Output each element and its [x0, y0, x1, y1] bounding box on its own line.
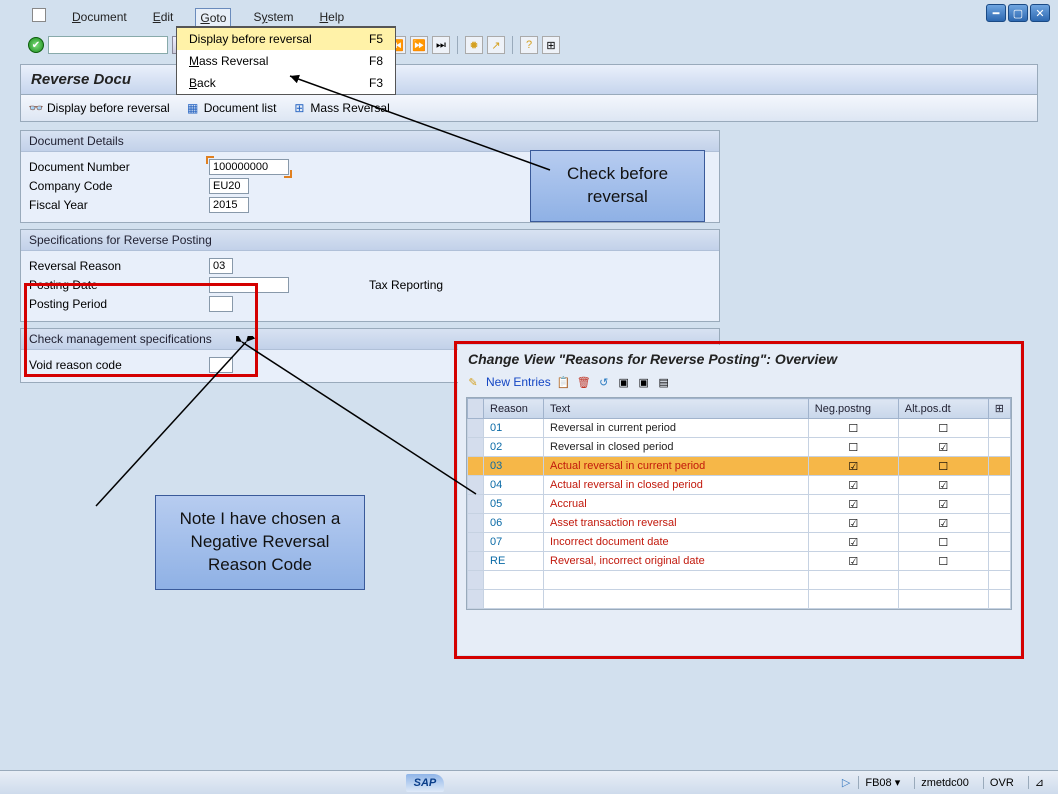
dropdown-mass-reversal[interactable]: Mass ReversalF8 — [177, 50, 395, 72]
table-row[interactable]: 02Reversal in closed period☐☑ — [468, 438, 1011, 457]
window-controls: ━ ▢ ✕ — [986, 4, 1050, 22]
maximize-button[interactable]: ▢ — [1008, 4, 1028, 22]
glasses-icon: 👓 — [29, 101, 43, 115]
status-tcode: FB08 — [865, 777, 891, 789]
table-row — [468, 590, 1011, 609]
page-title: Reverse Docu — [20, 64, 1038, 95]
input-company-code[interactable] — [209, 178, 249, 194]
callout-note: Note I have chosen a Negative Reversal R… — [155, 495, 365, 590]
input-reversal-reason[interactable] — [209, 258, 233, 274]
pencil-icon[interactable]: ✎ — [466, 375, 480, 389]
section-header-doc: Document Details — [21, 131, 719, 152]
label-tax-reporting: Tax Reporting — [369, 278, 443, 292]
label-company-code: Company Code — [29, 179, 199, 193]
status-nav-icon[interactable]: ▷ — [842, 776, 850, 789]
list-icon: ▦ — [186, 101, 200, 115]
label-doc-number: Document Number — [29, 160, 199, 174]
col-select — [468, 399, 484, 419]
close-button[interactable]: ✕ — [1030, 4, 1050, 22]
new-entries-link[interactable]: New Entries — [486, 375, 551, 389]
col-config[interactable]: ⊞ — [988, 399, 1010, 419]
layout-icon[interactable]: ⊞ — [542, 36, 560, 54]
dropdown-display-before[interactable]: Display before reversalF5 — [177, 28, 395, 50]
ok-icon[interactable]: ✔ — [28, 37, 44, 53]
status-system: zmetdc00 — [914, 777, 975, 789]
label-void-reason: Void reason code — [29, 358, 199, 372]
app-icon — [32, 8, 46, 22]
minimize-button[interactable]: ━ — [986, 4, 1006, 22]
table-row[interactable]: 05Accrual☑☑ — [468, 495, 1011, 514]
table-row[interactable]: 04Actual reversal in closed period☑☑ — [468, 476, 1011, 495]
callout-check-before: Check before reversal — [530, 150, 705, 222]
mass-icon: ⊞ — [292, 101, 306, 115]
panel-title: Change View "Reasons for Reverse Posting… — [458, 345, 1020, 371]
input-void-reason[interactable] — [209, 357, 233, 373]
label-fiscal-year: Fiscal Year — [29, 198, 199, 212]
next-icon[interactable]: ⏩ — [410, 36, 428, 54]
toolbar: ✔ ▾ 💾 ◀ ◯ ✖ 🖨 🔍 ⏮ ⏪ ⏩ ⏭ ✹ ↗ ? ⊞ — [0, 32, 1058, 58]
menu-edit[interactable]: Edit — [149, 8, 178, 28]
last-icon[interactable]: ⏭ — [432, 36, 450, 54]
delete-icon[interactable]: 🗑 — [577, 375, 591, 389]
menu-system[interactable]: System — [249, 8, 297, 28]
col-alt: Alt.pos.dt — [898, 399, 988, 419]
menu-goto[interactable]: Goto — [195, 8, 231, 28]
shortcut-icon[interactable]: ↗ — [487, 36, 505, 54]
select-icon[interactable]: ▣ — [617, 375, 631, 389]
input-posting-period[interactable] — [209, 296, 233, 312]
new-session-icon[interactable]: ✹ — [465, 36, 483, 54]
menu-document[interactable]: Document — [68, 8, 131, 28]
input-doc-number[interactable] — [209, 159, 289, 175]
status-end-icon: ⊿ — [1028, 776, 1050, 789]
action-document-list[interactable]: ▦ Document list — [186, 101, 277, 115]
select-all-icon[interactable]: ▣ — [637, 375, 651, 389]
input-posting-date[interactable] — [209, 277, 289, 293]
undo-icon[interactable]: ↺ — [597, 375, 611, 389]
label-posting-period: Posting Period — [29, 297, 199, 311]
goto-dropdown: Display before reversalF5 Mass ReversalF… — [176, 26, 396, 95]
help-icon[interactable]: ? — [520, 36, 538, 54]
label-posting-date: Posting Date — [29, 278, 199, 292]
table-row[interactable]: 06Asset transaction reversal☑☑ — [468, 514, 1011, 533]
sap-logo: SAP — [406, 774, 445, 792]
table-row[interactable]: 01Reversal in current period☐☐ — [468, 419, 1011, 438]
status-mode: OVR — [983, 777, 1020, 789]
action-display-before[interactable]: 👓 Display before reversal — [29, 101, 170, 115]
table-row[interactable]: REReversal, incorrect original date☑☐ — [468, 552, 1011, 571]
section-rev-posting: Specifications for Reverse Posting Rever… — [20, 229, 720, 322]
panel-toolbar: ✎ New Entries 📋 🗑 ↺ ▣ ▣ ▤ — [458, 371, 1020, 393]
dropdown-back[interactable]: BackF3 — [177, 72, 395, 94]
reasons-table: Reason Text Neg.postng Alt.pos.dt ⊞ 01Re… — [467, 398, 1011, 609]
section-header-rev: Specifications for Reverse Posting — [21, 230, 719, 251]
table-row[interactable]: 03Actual reversal in current period☑☐ — [468, 457, 1011, 476]
table-row — [468, 571, 1011, 590]
menu-help[interactable]: Help — [315, 8, 348, 28]
command-field[interactable] — [48, 36, 168, 54]
label-reversal-reason: Reversal Reason — [29, 259, 199, 273]
input-fiscal-year[interactable] — [209, 197, 249, 213]
action-row: 👓 Display before reversal ▦ Document lis… — [20, 95, 1038, 122]
table-row[interactable]: 07Incorrect document date☑☐ — [468, 533, 1011, 552]
col-text: Text — [544, 399, 809, 419]
copy-icon[interactable]: 📋 — [557, 375, 571, 389]
col-reason: Reason — [484, 399, 544, 419]
deselect-icon[interactable]: ▤ — [657, 375, 671, 389]
statusbar: SAP ▷ FB08 ▾ zmetdc00 OVR ⊿ — [0, 770, 1058, 794]
reasons-panel: Change View "Reasons for Reverse Posting… — [458, 345, 1020, 655]
col-neg: Neg.postng — [808, 399, 898, 419]
menubar: Document Edit Goto System Help — [0, 0, 1058, 32]
action-mass-reversal[interactable]: ⊞ Mass Reversal — [292, 101, 389, 115]
